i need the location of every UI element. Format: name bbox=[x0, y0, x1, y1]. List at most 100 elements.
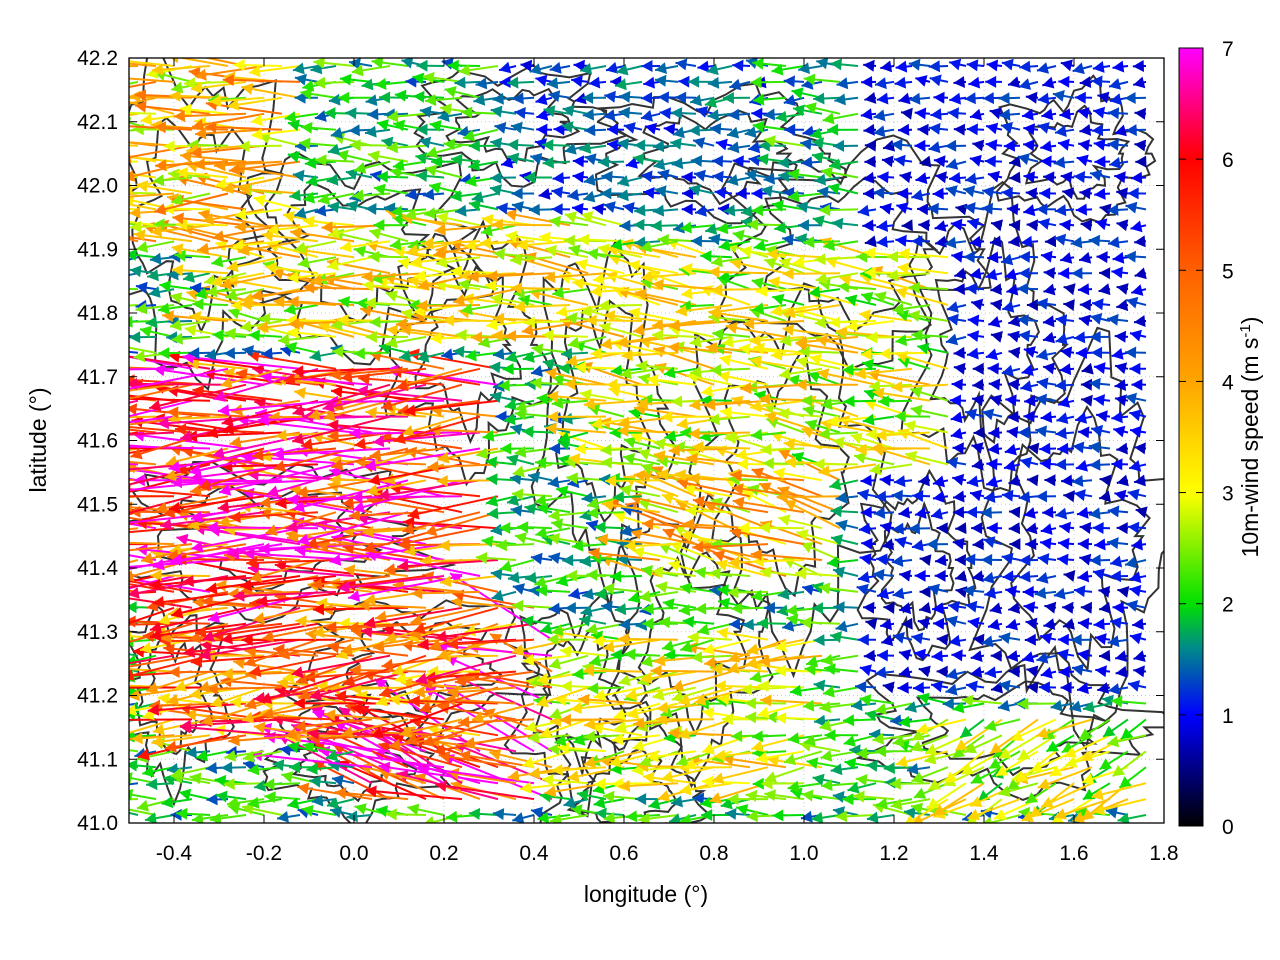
wind-vector bbox=[764, 766, 805, 783]
wind-vector-head bbox=[378, 761, 391, 774]
wind-vector-head bbox=[709, 792, 722, 804]
wind-vector-head bbox=[700, 796, 712, 809]
wind-vector-head bbox=[227, 796, 239, 809]
wind-vector-head bbox=[424, 816, 434, 823]
wind-vector bbox=[892, 734, 931, 747]
wind-vector bbox=[821, 779, 859, 792]
wind-vector-head bbox=[137, 748, 150, 761]
wind-vector-head bbox=[866, 759, 878, 772]
wind-vector bbox=[178, 788, 211, 801]
wind-vector-head bbox=[1082, 808, 1095, 821]
wind-vector bbox=[898, 715, 931, 728]
wind-vector-head bbox=[557, 742, 570, 754]
wind-vector-shaft bbox=[129, 718, 193, 721]
wind-vector-head bbox=[399, 726, 412, 738]
wind-vector bbox=[309, 775, 337, 788]
wind-vector-head bbox=[334, 787, 347, 800]
wind-vector-head bbox=[559, 713, 571, 726]
wind-vector-head bbox=[1079, 728, 1092, 740]
wind-vector bbox=[909, 734, 949, 752]
wind-vector bbox=[144, 812, 175, 823]
wind-vector bbox=[563, 796, 589, 809]
wind-vector-shaft bbox=[341, 718, 409, 736]
wind-vector-head bbox=[247, 763, 260, 776]
wind-vector bbox=[549, 813, 589, 823]
wind-vector-head bbox=[657, 790, 671, 802]
wind-vector-head bbox=[801, 789, 814, 802]
wind-vector-shaft bbox=[129, 793, 157, 801]
wind-vector bbox=[221, 761, 247, 774]
wind-vector bbox=[783, 750, 823, 766]
wind-vector-head bbox=[820, 750, 833, 762]
wind-vector bbox=[1092, 798, 1147, 816]
wind-vector-shaft bbox=[365, 789, 463, 801]
wind-vector-head bbox=[1037, 778, 1051, 790]
wind-vector bbox=[287, 741, 319, 754]
wind-vector-head bbox=[751, 730, 763, 743]
wind-vector-head bbox=[437, 702, 450, 715]
wind-vector-head bbox=[311, 794, 324, 807]
wind-vector-head bbox=[1030, 761, 1044, 772]
wind-vector-head bbox=[129, 759, 138, 772]
wind-vector-shaft bbox=[249, 715, 337, 721]
wind-vector-head bbox=[1103, 725, 1116, 737]
wind-vector bbox=[1091, 782, 1147, 801]
wind-vector bbox=[463, 734, 535, 749]
wind-vector bbox=[998, 782, 1039, 797]
wind-vector-head bbox=[764, 771, 777, 783]
wind-vector bbox=[775, 712, 823, 724]
wind-vector bbox=[755, 750, 805, 764]
wind-vector-head bbox=[648, 798, 661, 810]
wind-vector-head bbox=[889, 777, 901, 790]
wind-vector-head bbox=[161, 796, 174, 809]
wind-vector-head bbox=[1119, 776, 1132, 788]
wind-vector-head bbox=[583, 718, 596, 731]
wind-vector-head bbox=[1093, 803, 1106, 816]
wind-vector-head bbox=[184, 708, 197, 721]
wind-vector-head bbox=[925, 743, 938, 755]
wind-vector bbox=[787, 732, 823, 745]
wind-vector-head bbox=[458, 750, 471, 762]
wind-vector-head bbox=[544, 785, 557, 798]
wind-vector bbox=[1117, 812, 1147, 823]
wind-vector-head bbox=[1007, 778, 1020, 790]
wind-vector bbox=[537, 811, 571, 823]
wind-vector bbox=[301, 804, 337, 817]
wind-vector bbox=[924, 734, 967, 755]
wind-vector-head bbox=[145, 812, 157, 823]
wind-vector bbox=[559, 713, 625, 726]
wind-vector-head bbox=[341, 726, 354, 738]
wind-vector bbox=[1036, 718, 1093, 739]
terrain-contour-line bbox=[129, 58, 316, 392]
wind-vector-head bbox=[242, 750, 255, 763]
wind-vector bbox=[812, 773, 841, 786]
wind-vector bbox=[468, 807, 499, 820]
wind-vector-shaft bbox=[438, 754, 517, 769]
wind-vector bbox=[702, 707, 751, 721]
wind-vector-shaft bbox=[164, 734, 247, 750]
wind-vector-head bbox=[1029, 806, 1043, 818]
wind-vector bbox=[302, 741, 337, 753]
wind-vector-head bbox=[223, 778, 235, 790]
wind-vector-head bbox=[179, 788, 192, 801]
wind-vector-head bbox=[614, 721, 627, 733]
wind-vector-shaft bbox=[179, 725, 283, 737]
wind-vector bbox=[311, 794, 337, 807]
wind-vector-shaft bbox=[297, 785, 373, 801]
wind-vector-head bbox=[307, 727, 319, 740]
wind-vector bbox=[253, 721, 319, 737]
wind-vector-head bbox=[790, 787, 803, 800]
wind-vector-shaft bbox=[334, 791, 409, 801]
wind-vector bbox=[583, 730, 625, 743]
wind-vector bbox=[764, 789, 805, 801]
wind-vector-head bbox=[864, 709, 877, 722]
wind-vector-head bbox=[812, 773, 825, 786]
wind-vector-head bbox=[433, 743, 446, 756]
wind-vector-head bbox=[281, 771, 294, 783]
wind-vector-shaft bbox=[129, 782, 139, 786]
terrain-contour-line bbox=[968, 326, 1164, 752]
wind-vector-head bbox=[539, 726, 552, 739]
wind-vector bbox=[223, 778, 265, 790]
wind-vector-head bbox=[287, 797, 300, 810]
